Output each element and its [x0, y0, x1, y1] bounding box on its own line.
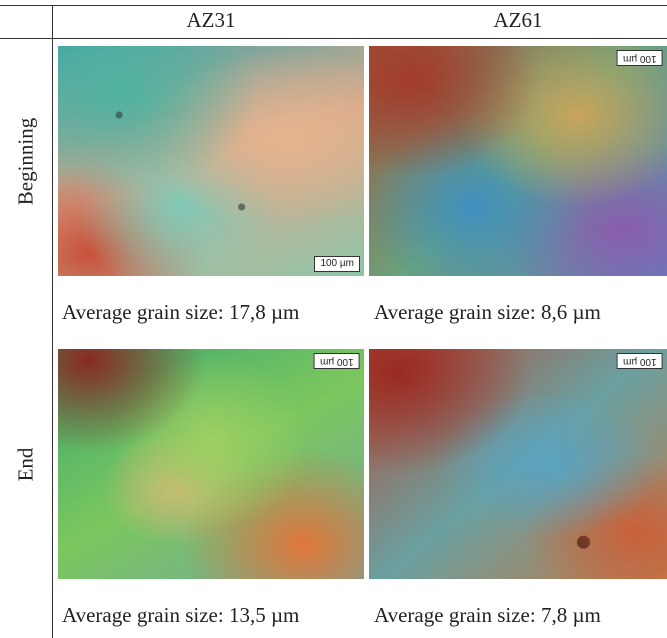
rule	[52, 5, 53, 638]
row-label: Beginning	[0, 46, 52, 276]
scale-bar: 100 µm	[617, 50, 663, 66]
micrograph: 100 µm	[369, 349, 667, 579]
micrograph: 100 µm	[58, 349, 364, 579]
row-label: End	[0, 349, 52, 579]
micrograph: 100 µm	[369, 46, 667, 276]
row-label-text: Beginning	[13, 117, 38, 205]
rule	[0, 38, 667, 39]
column-header: AZ31	[186, 8, 236, 32]
scale-bar: 100 µm	[617, 353, 663, 369]
rule	[0, 5, 667, 6]
caption: Average grain size: 17,8 µm	[62, 300, 300, 324]
row-label-text: End	[13, 447, 38, 481]
caption: Average grain size: 8,6 µm	[374, 300, 601, 324]
scale-bar: 100 µm	[314, 256, 360, 272]
caption: Average grain size: 7,8 µm	[374, 603, 601, 627]
scale-bar: 100 µm	[314, 353, 360, 369]
micrograph: 100 µm	[58, 46, 364, 276]
caption: Average grain size: 13,5 µm	[62, 603, 300, 627]
column-header: AZ61	[493, 8, 543, 32]
